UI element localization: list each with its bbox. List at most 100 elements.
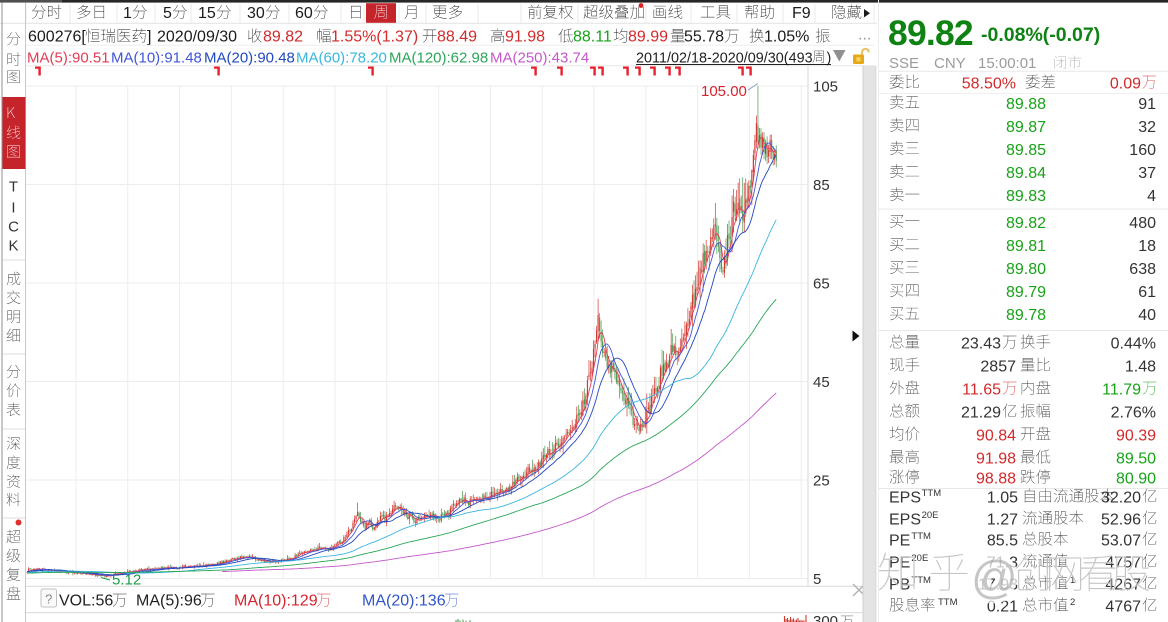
svg-text:MA(10):91.48: MA(10):91.48: [111, 50, 202, 67]
svg-text:300: 300: [813, 613, 838, 622]
svg-text:55.78: 55.78: [684, 29, 724, 46]
svg-text:1.27: 1.27: [987, 512, 1018, 529]
svg-text:91.98: 91.98: [976, 451, 1016, 468]
svg-text:21.29: 21.29: [961, 405, 1001, 422]
svg-text:89.81: 89.81: [1006, 238, 1046, 255]
svg-text:]: ]: [147, 29, 151, 46]
svg-text:MA(5):96: MA(5):96: [136, 593, 202, 610]
svg-text:52.96: 52.96: [1101, 512, 1141, 529]
svg-text:K: K: [8, 238, 18, 255]
svg-text:1: 1: [123, 5, 132, 22]
svg-text:5: 5: [163, 5, 172, 22]
svg-text:1.05: 1.05: [987, 490, 1018, 507]
svg-text:89.80: 89.80: [1006, 261, 1046, 278]
svg-text:89.82: 89.82: [263, 29, 303, 46]
svg-text:58.50%: 58.50%: [962, 76, 1016, 93]
svg-text:89.84: 89.84: [1006, 165, 1046, 182]
svg-text:11.79: 11.79: [1102, 382, 1141, 399]
svg-text:TTM: TTM: [911, 575, 931, 586]
svg-text:25: 25: [813, 473, 830, 490]
svg-text:5.12: 5.12: [112, 572, 141, 589]
svg-text:I: I: [11, 200, 15, 217]
svg-text:2: 2: [1070, 597, 1075, 608]
svg-text:0.09: 0.09: [1110, 76, 1141, 93]
svg-text:638: 638: [1129, 261, 1156, 278]
svg-text:F9: F9: [792, 5, 811, 22]
svg-text:PE: PE: [889, 533, 910, 550]
svg-text:37: 37: [1138, 165, 1156, 182]
svg-text:): ): [827, 51, 832, 67]
svg-text:1.05%: 1.05%: [764, 29, 809, 46]
svg-text:1.55%(1.37): 1.55%(1.37): [331, 29, 418, 46]
svg-text:2857: 2857: [980, 359, 1016, 376]
svg-text:1: 1: [1070, 575, 1075, 586]
svg-text:88.11: 88.11: [573, 29, 612, 46]
svg-text:...: ...: [858, 27, 871, 44]
svg-text:20E: 20E: [911, 553, 928, 564]
svg-text:60: 60: [295, 5, 313, 22]
svg-text:C: C: [8, 219, 19, 236]
svg-text:-0.08%(-0.07): -0.08%(-0.07): [981, 24, 1100, 46]
svg-text:4: 4: [1147, 188, 1156, 205]
svg-text:600276[: 600276[: [28, 29, 86, 46]
svg-text:2.76%: 2.76%: [1111, 405, 1156, 422]
svg-text:88.49: 88.49: [437, 29, 477, 46]
svg-text:40: 40: [1138, 307, 1156, 324]
svg-text:45: 45: [813, 374, 830, 391]
svg-text:17.93: 17.93: [978, 577, 1018, 594]
svg-text:105.00: 105.00: [701, 83, 747, 100]
svg-text:MA(20):136: MA(20):136: [362, 593, 446, 610]
svg-text:VOL:56: VOL:56: [59, 593, 113, 610]
svg-text:0.44%: 0.44%: [1111, 336, 1156, 353]
svg-text:90.39: 90.39: [1116, 428, 1156, 445]
svg-text:89.78: 89.78: [1006, 307, 1046, 324]
svg-text:85: 85: [813, 177, 830, 194]
svg-text:89.50: 89.50: [1116, 451, 1156, 468]
svg-text:18: 18: [1138, 238, 1156, 255]
svg-text:TTM: TTM: [922, 488, 942, 499]
svg-text:89.83: 89.83: [1006, 188, 1046, 205]
svg-text:89.99: 89.99: [628, 29, 668, 46]
svg-text:90.84: 90.84: [976, 428, 1016, 445]
svg-text:?: ?: [45, 592, 52, 607]
svg-text:30: 30: [247, 5, 265, 22]
svg-text:11.65: 11.65: [962, 382, 1001, 399]
svg-text:MA(20):90.48: MA(20):90.48: [204, 50, 295, 67]
svg-text:80.90: 80.90: [1116, 471, 1156, 488]
svg-text:CNY: CNY: [934, 55, 966, 72]
svg-text:53.07: 53.07: [1101, 533, 1141, 550]
svg-text:91.98: 91.98: [505, 29, 545, 46]
svg-text:105: 105: [813, 79, 838, 96]
svg-text:20E: 20E: [922, 510, 939, 521]
svg-text:2020/09/30: 2020/09/30: [157, 29, 237, 46]
svg-text:MA(10):129: MA(10):129: [234, 593, 318, 610]
svg-text:32: 32: [1138, 119, 1156, 136]
svg-text:89.85: 89.85: [1006, 142, 1046, 159]
svg-text:MA(60):78.20: MA(60):78.20: [296, 50, 387, 67]
svg-text:TTM: TTM: [911, 531, 931, 542]
svg-text:98.88: 98.88: [976, 471, 1016, 488]
svg-text:5: 5: [813, 571, 821, 588]
svg-text:MA(5):90.51: MA(5):90.51: [27, 50, 110, 67]
svg-text:89.87: 89.87: [1006, 119, 1046, 136]
svg-text:@: @: [971, 551, 1018, 603]
svg-text:2011/02/18-2020/09/30(493: 2011/02/18-2020/09/30(493: [636, 51, 813, 67]
svg-text:61: 61: [1138, 284, 1156, 301]
svg-text:1.48: 1.48: [1125, 359, 1156, 376]
svg-text:T: T: [9, 179, 18, 196]
svg-text:15: 15: [198, 5, 216, 22]
svg-text:71.3: 71.3: [987, 555, 1018, 572]
svg-text:0.21: 0.21: [987, 599, 1018, 616]
svg-text:TTM: TTM: [938, 597, 958, 608]
svg-text:91: 91: [1138, 96, 1156, 113]
svg-text:15:00:01: 15:00:01: [978, 55, 1036, 72]
svg-text:89.82: 89.82: [1006, 215, 1046, 232]
svg-text:@: @: [971, 551, 1018, 603]
svg-text:SSE: SSE: [889, 55, 919, 72]
svg-text:4767: 4767: [1105, 599, 1141, 616]
svg-text:85.5: 85.5: [987, 533, 1018, 550]
svg-text:89.79: 89.79: [1006, 284, 1046, 301]
svg-text:480: 480: [1129, 215, 1156, 232]
svg-text:32.20: 32.20: [1101, 490, 1141, 507]
svg-text:65: 65: [813, 276, 830, 293]
